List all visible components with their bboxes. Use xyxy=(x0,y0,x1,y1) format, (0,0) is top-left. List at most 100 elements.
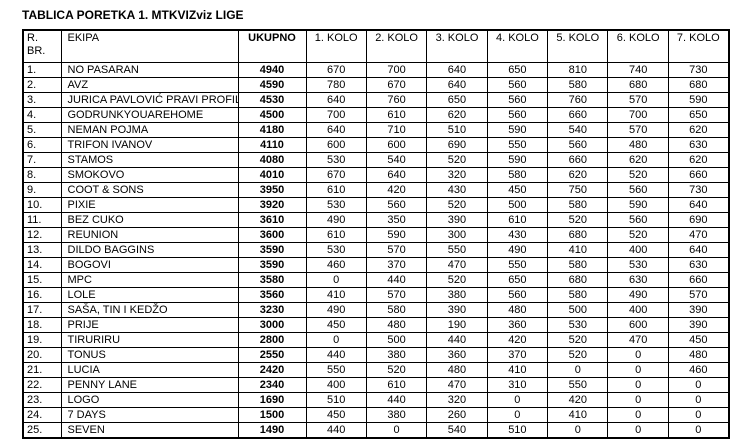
total-cell: 1500 xyxy=(237,406,307,423)
team-cell: PIXIE xyxy=(60,196,239,213)
score-cell: 420 xyxy=(365,181,428,198)
score-cell: 660 xyxy=(547,151,609,168)
score-cell: 0 xyxy=(607,391,669,408)
col-header-round-4: 4. KOLO xyxy=(486,29,549,63)
team-cell: 7 DAYS xyxy=(60,406,239,423)
total-cell: 3920 xyxy=(237,196,307,213)
total-cell: 2420 xyxy=(237,361,307,378)
score-cell: 550 xyxy=(486,256,549,273)
score-cell: 810 xyxy=(547,61,609,78)
score-cell: 680 xyxy=(547,226,609,243)
score-cell: 630 xyxy=(667,136,730,153)
col-header-total: UKUPNO xyxy=(237,29,307,63)
total-cell: 2800 xyxy=(237,331,307,348)
col-header-round-1: 1. KOLO xyxy=(305,29,367,63)
score-cell: 460 xyxy=(667,361,730,378)
score-cell: 440 xyxy=(426,331,488,348)
team-cell: NO PASARAN xyxy=(60,61,239,78)
score-cell: 700 xyxy=(365,61,428,78)
score-cell: 490 xyxy=(486,241,549,258)
score-cell: 450 xyxy=(305,406,367,423)
table-row: 15. MPC 3580 0 440 520 650 680 630 660 xyxy=(22,271,730,288)
rank-cell: 25. xyxy=(22,421,62,438)
score-cell: 500 xyxy=(547,301,609,318)
score-cell: 480 xyxy=(486,301,549,318)
score-cell: 510 xyxy=(486,421,549,438)
score-cell: 260 xyxy=(426,406,488,423)
score-cell: 760 xyxy=(547,91,609,108)
score-cell: 650 xyxy=(426,91,488,108)
score-cell: 640 xyxy=(667,196,730,213)
table-row: 5. NEMAN POJMA 4180 640 710 510 590 540 570 620 xyxy=(22,121,730,138)
table-row: 19. TIRURIRU 2800 0 500 440 420 520 470 450 xyxy=(22,331,730,348)
score-cell: 700 xyxy=(305,106,367,123)
score-cell: 620 xyxy=(667,151,730,168)
score-cell: 610 xyxy=(305,226,367,243)
score-cell: 490 xyxy=(305,301,367,318)
col-header-rank: R. BR. xyxy=(22,29,62,63)
score-cell: 680 xyxy=(607,76,669,93)
score-cell: 510 xyxy=(305,391,367,408)
score-cell: 600 xyxy=(365,136,428,153)
score-cell: 660 xyxy=(547,106,609,123)
score-cell: 590 xyxy=(667,91,730,108)
score-cell: 550 xyxy=(486,136,549,153)
score-cell: 480 xyxy=(667,346,730,363)
score-cell: 650 xyxy=(667,106,730,123)
score-cell: 550 xyxy=(305,361,367,378)
rank-cell: 11. xyxy=(22,211,62,228)
col-header-round-6: 6. KOLO xyxy=(607,29,669,63)
score-cell: 610 xyxy=(305,181,367,198)
team-cell: SAŠA, TIN I KEDŽO xyxy=(60,301,239,318)
score-cell: 520 xyxy=(547,211,609,228)
score-cell: 0 xyxy=(607,346,669,363)
rank-cell: 18. xyxy=(22,316,62,333)
team-cell: SEVEN xyxy=(60,421,239,438)
table-row: 7. STAMOS 4080 530 540 520 590 660 620 620 xyxy=(22,151,730,168)
score-cell: 520 xyxy=(426,151,488,168)
score-cell: 560 xyxy=(486,286,549,303)
team-cell: TONUS xyxy=(60,346,239,363)
score-cell: 590 xyxy=(486,121,549,138)
rank-cell: 21. xyxy=(22,361,62,378)
score-cell: 590 xyxy=(365,226,428,243)
table-row: 3. JURICA PAVLOVIĆ PRAVI PROFIL 4530 640 760… xyxy=(22,91,730,108)
rank-cell: 22. xyxy=(22,376,62,393)
score-cell: 630 xyxy=(607,271,669,288)
score-cell: 560 xyxy=(486,76,549,93)
score-cell: 390 xyxy=(426,301,488,318)
score-cell: 500 xyxy=(365,331,428,348)
score-cell: 680 xyxy=(667,76,730,93)
total-cell: 3560 xyxy=(237,286,307,303)
score-cell: 0 xyxy=(486,406,549,423)
score-cell: 430 xyxy=(426,181,488,198)
score-cell: 520 xyxy=(426,271,488,288)
col-header-round-5: 5. KOLO xyxy=(547,29,609,63)
total-cell: 4590 xyxy=(237,76,307,93)
score-cell: 580 xyxy=(547,286,609,303)
score-cell: 660 xyxy=(667,271,730,288)
team-cell: TIRURIRU xyxy=(60,331,239,348)
team-cell: LUCIA xyxy=(60,361,239,378)
table-row: 8. SMOKOVO 4010 670 640 320 580 620 520 660 xyxy=(22,166,730,183)
total-cell: 3580 xyxy=(237,271,307,288)
table-row: 11. BEZ CUKO 3610 490 350 390 610 520 560 690 xyxy=(22,211,730,228)
total-cell: 3590 xyxy=(237,241,307,258)
rank-cell: 23. xyxy=(22,391,62,408)
score-cell: 430 xyxy=(486,226,549,243)
team-cell: TRIFON IVANOV xyxy=(60,136,239,153)
table-row: 12. REUNION 3600 610 590 300 430 680 520 470 xyxy=(22,226,730,243)
score-cell: 540 xyxy=(547,121,609,138)
table-row: 4. GODRUNKYOUAREHOME 4500 700 610 620 560 660 70… xyxy=(22,106,730,123)
score-cell: 710 xyxy=(365,121,428,138)
score-cell: 360 xyxy=(426,346,488,363)
score-cell: 550 xyxy=(547,376,609,393)
score-cell: 520 xyxy=(365,361,428,378)
total-cell: 4530 xyxy=(237,91,307,108)
rank-cell: 20. xyxy=(22,346,62,363)
total-cell: 1490 xyxy=(237,421,307,438)
score-cell: 700 xyxy=(607,106,669,123)
score-cell: 560 xyxy=(486,106,549,123)
rank-cell: 3. xyxy=(22,91,62,108)
